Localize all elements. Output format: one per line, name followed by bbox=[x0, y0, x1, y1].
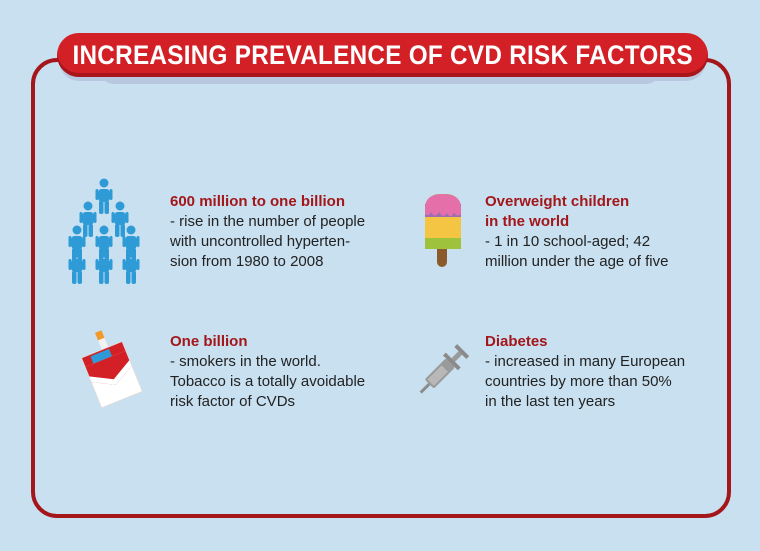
syringe-icon bbox=[419, 344, 470, 394]
item-description: - increased in many European countries b… bbox=[485, 353, 686, 410]
cigarette-pack-icon bbox=[80, 330, 144, 409]
title-banner: INCREASING PREVALENCE OF CVD RISK FACTOR… bbox=[57, 33, 708, 77]
item-heading: Diabetes bbox=[485, 333, 548, 350]
item-description: - 1 in 10 school-aged; 42 million under … bbox=[485, 233, 669, 270]
page-title: INCREASING PREVALENCE OF CVD RISK FACTOR… bbox=[72, 39, 693, 70]
risk-item-smoking: One billion - smokers in the world. Toba… bbox=[170, 332, 400, 412]
people-pyramid-icon bbox=[68, 178, 140, 284]
risk-item-diabetes: Diabetes - increased in many European co… bbox=[485, 332, 715, 412]
item-heading: 600 million to one billion bbox=[170, 193, 346, 210]
item-heading: One billion bbox=[170, 333, 248, 350]
item-description: - smokers in the world. Tobacco is a tot… bbox=[170, 353, 366, 410]
item-description: - rise in the number of people with unco… bbox=[170, 213, 366, 270]
content-frame bbox=[31, 58, 731, 518]
popsicle-icon bbox=[425, 194, 461, 267]
risk-item-hypertension: 600 million to one billion - rise in the… bbox=[170, 192, 390, 272]
risk-item-overweight: Overweight children in the world - 1 in … bbox=[485, 192, 715, 272]
item-heading: Overweight children in the world bbox=[485, 193, 630, 230]
